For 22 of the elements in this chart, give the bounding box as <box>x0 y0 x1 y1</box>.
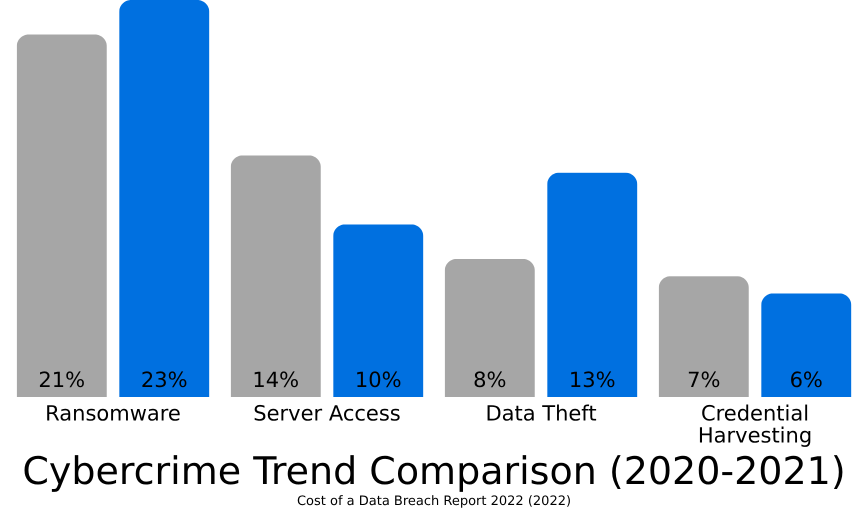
bar <box>658 276 749 397</box>
x-tick-label: Ransomware <box>45 402 181 426</box>
x-tick-label: Data Theft <box>485 402 597 426</box>
data-label: 23% <box>140 368 188 392</box>
bar <box>16 34 107 397</box>
data-label: 6% <box>790 368 823 392</box>
bar <box>230 155 321 397</box>
text: Cost of a Data Breach Report 2022 (2022) <box>296 494 572 509</box>
data-label: 13% <box>568 368 616 392</box>
bar <box>119 0 210 397</box>
data-label: 10% <box>354 368 402 392</box>
data-label: 7% <box>687 368 720 392</box>
data-label: 8% <box>473 368 506 392</box>
x-tick-label: Server Access <box>253 402 401 426</box>
text: Cybercrime Trend Comparison (2020-2021) <box>22 449 846 493</box>
bar <box>547 172 638 397</box>
data-label: 21% <box>38 368 86 392</box>
bar <box>444 258 535 397</box>
bar <box>333 224 424 397</box>
x-tick-label: Credential Harvesting <box>698 402 812 448</box>
data-label: 14% <box>252 368 300 392</box>
bar <box>761 293 852 397</box>
